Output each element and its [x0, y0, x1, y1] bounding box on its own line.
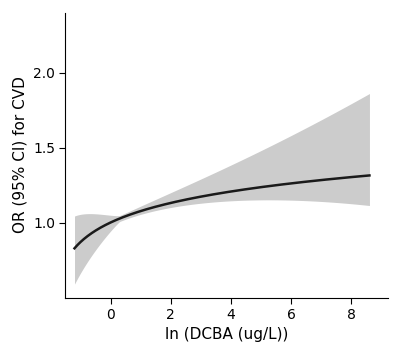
X-axis label: ln (DCBA (ug/L)): ln (DCBA (ug/L)) — [165, 328, 288, 343]
Y-axis label: OR (95% CI) for CVD: OR (95% CI) for CVD — [12, 77, 28, 234]
